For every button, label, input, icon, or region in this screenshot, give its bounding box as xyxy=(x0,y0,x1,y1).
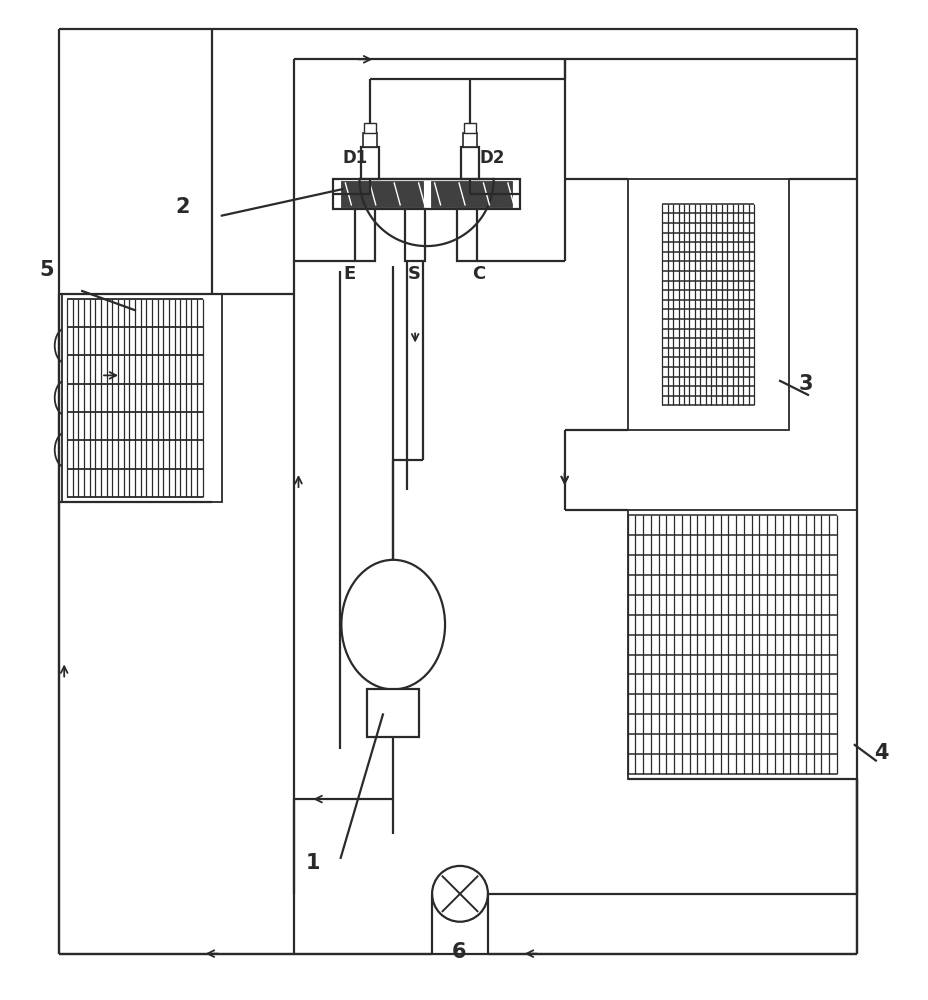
Text: E: E xyxy=(343,265,355,283)
Text: 6: 6 xyxy=(452,942,466,962)
Bar xyxy=(431,181,511,207)
Bar xyxy=(62,294,222,502)
Bar xyxy=(364,123,376,133)
Bar xyxy=(460,147,479,179)
Bar xyxy=(361,147,379,179)
Bar xyxy=(626,510,856,779)
Bar xyxy=(626,179,788,430)
Text: C: C xyxy=(471,265,484,283)
Text: D1: D1 xyxy=(342,149,367,167)
Bar xyxy=(363,133,377,147)
Bar xyxy=(333,179,520,209)
Bar xyxy=(405,209,425,261)
Bar xyxy=(462,133,476,147)
Bar xyxy=(463,123,475,133)
Bar xyxy=(367,689,419,737)
Text: 4: 4 xyxy=(873,743,887,763)
Text: 5: 5 xyxy=(39,260,54,280)
Text: 3: 3 xyxy=(798,374,813,394)
Bar xyxy=(354,209,375,261)
Text: S: S xyxy=(407,265,420,283)
Text: D2: D2 xyxy=(480,149,505,167)
Ellipse shape xyxy=(341,560,445,689)
Circle shape xyxy=(432,866,487,922)
Bar xyxy=(457,209,476,261)
Text: 2: 2 xyxy=(175,197,190,217)
Bar xyxy=(341,181,422,207)
Text: 1: 1 xyxy=(305,853,319,873)
